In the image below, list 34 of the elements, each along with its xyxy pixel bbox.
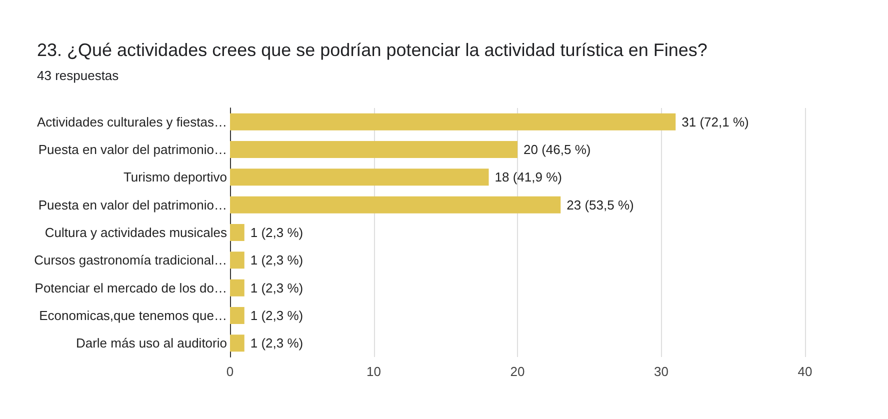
y-tick-label: Turismo deportivo	[123, 170, 227, 185]
y-tick-label: Puesta en valor del patrimonio…	[38, 142, 227, 157]
x-tick-label: 0	[226, 364, 234, 379]
text: 43 respuestas	[37, 68, 120, 83]
data-label: 1 (2,3 %)	[250, 252, 304, 268]
x-tick-label: 10	[366, 364, 381, 379]
bar	[230, 334, 244, 352]
bar	[230, 196, 561, 214]
data-label: 18 (41,9 %)	[494, 170, 562, 185]
data-label: 31 (72,1 %)	[682, 114, 749, 130]
y-tick-label: Cursos gastronomía tradicional…	[34, 252, 227, 268]
data-label: 20 (46,5 %)	[524, 142, 591, 157]
bar	[230, 168, 489, 186]
data-label: 23 (53,5 %)	[566, 197, 634, 212]
data-label: 1 (2,3 %)	[250, 308, 304, 323]
data-label: 1 (2,3 %)	[250, 336, 304, 351]
x-tick-label: 30	[654, 364, 668, 379]
bar	[230, 224, 244, 241]
y-tick-label: Darle más uso al auditorio	[76, 336, 227, 351]
data-label: 1 (2,3 %)	[250, 280, 304, 296]
y-tick-label: Potenciar el mercado de los do…	[34, 280, 227, 296]
y-tick-label: Cultura y actividades musicales	[44, 225, 228, 240]
bar	[230, 307, 244, 324]
chart-title: 23. ¿Qué actividades crees que se podrían potenciar la actividad turística en Fines?	[37, 40, 708, 60]
y-tick-label: Puesta en valor del patrimonio…	[38, 197, 227, 212]
x-tick-label: 20	[510, 364, 525, 379]
y-tick-label: Economicas,que tenemos que…	[39, 308, 227, 323]
data-label: 1 (2,3 %)	[250, 225, 304, 240]
bar	[230, 141, 518, 158]
bar	[230, 252, 244, 269]
x-tick-label: 40	[798, 364, 812, 379]
bar	[230, 279, 244, 296]
y-tick-label: Actividades culturales y fiestas…	[36, 114, 227, 130]
bar	[230, 113, 676, 130]
